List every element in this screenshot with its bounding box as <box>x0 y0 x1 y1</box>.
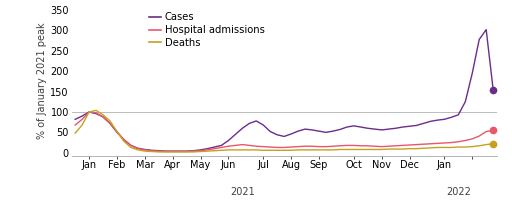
Text: 2021: 2021 <box>230 187 255 197</box>
Legend: Cases, Hospital admissions, Deaths: Cases, Hospital admissions, Deaths <box>149 12 265 47</box>
Y-axis label: % of January 2021 peak: % of January 2021 peak <box>37 23 48 139</box>
Text: 2022: 2022 <box>446 187 471 197</box>
